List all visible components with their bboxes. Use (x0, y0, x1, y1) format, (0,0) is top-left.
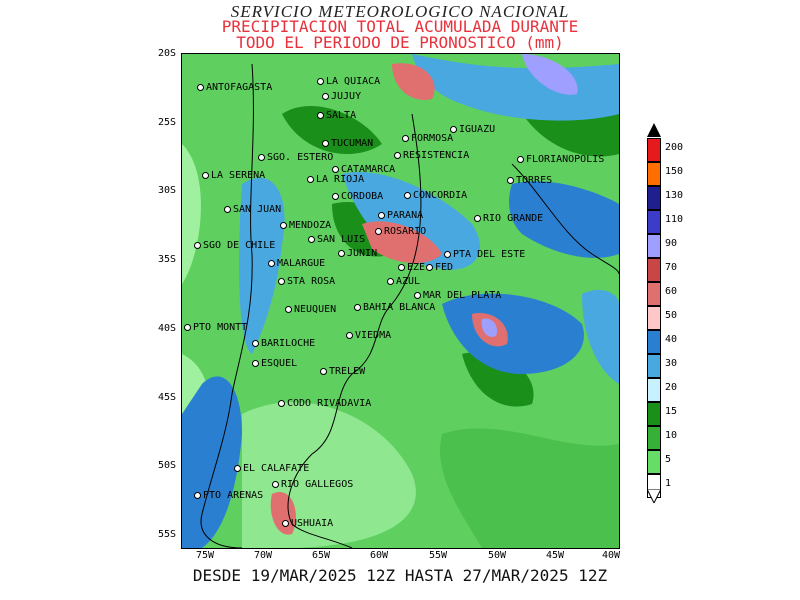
legend-swatch (647, 210, 661, 234)
legend-bottom-arrow (647, 489, 661, 503)
lat-label-55s: 55S (158, 529, 177, 540)
legend-label: 20 (665, 382, 678, 393)
lat-label-25s: 25S (158, 117, 177, 128)
legend-label: 5 (665, 454, 672, 465)
lat-label-50s: 50S (158, 460, 177, 471)
city-label: SGO DE CHILE (194, 240, 275, 251)
lat-label-35s: 35S (158, 254, 177, 265)
title-line2: PRECIPITACION TOTAL ACUMULADA DURANTE (221, 17, 579, 36)
city-label: JUJUY (322, 91, 361, 102)
legend-swatch (647, 258, 661, 282)
legend-label: 40 (665, 334, 678, 345)
city-label: PTA DEL ESTE (444, 249, 525, 260)
city-label: AZUL (387, 276, 420, 287)
legend-swatch (647, 138, 661, 162)
title-line3: TODO EL PERIODO DE PRONOSTICO (mm) (236, 33, 564, 52)
lon-label-65w: 65W (312, 550, 331, 561)
lon-label-45w: 45W (546, 550, 565, 561)
legend-label: 70 (665, 262, 678, 273)
city-label: PTO MONTT (184, 322, 247, 333)
lon-label-40w: 40W (602, 550, 621, 561)
city-label: SGO. ESTERO (258, 152, 333, 163)
city-label: MALARGUE (268, 258, 325, 269)
city-label: RESISTENCIA (394, 150, 469, 161)
city-label: SAN LUIS (308, 234, 365, 245)
city-label: CONCORDIA (404, 190, 467, 201)
lat-label-40s: 40S (158, 323, 177, 334)
city-label: RIO GALLEGOS (272, 479, 353, 490)
legend-top-arrow (647, 123, 661, 137)
legend-swatch (647, 330, 661, 354)
city-label: BARILOCHE (252, 338, 315, 349)
lat-label-45s: 45S (158, 392, 177, 403)
city-label: STA ROSA (278, 276, 335, 287)
legend-swatch (647, 378, 661, 402)
city-label: ANTOFAGASTA (197, 82, 272, 93)
legend-swatch (647, 354, 661, 378)
city-label: LA RIOJA (307, 174, 364, 185)
legend-swatch (647, 282, 661, 306)
legend-swatch (647, 234, 661, 258)
city-label: FLORIANOPOLIS (517, 154, 604, 165)
precipitation-map: LA QUIACA ANTOFAGASTA JUJUY SALTA IGUAZU… (181, 53, 620, 549)
legend-label: 1 (665, 478, 672, 489)
city-label: RIO GRANDE (474, 213, 543, 224)
city-label: SAN JUAN (224, 204, 281, 215)
precipitation-field (182, 54, 619, 548)
city-label: VIEDMA (346, 330, 391, 341)
city-label: MAR DEL PLATA (414, 290, 501, 301)
lon-label-50w: 50W (488, 550, 507, 561)
city-label: USHUAIA (282, 518, 333, 529)
legend-label: 10 (665, 430, 678, 441)
legend-label: 30 (665, 358, 678, 369)
legend-swatch (647, 450, 661, 474)
city-label: SALTA (317, 110, 356, 121)
legend-label: 15 (665, 406, 678, 417)
lon-label-60w: 60W (370, 550, 389, 561)
legend-label: 150 (665, 166, 684, 177)
city-label: ROSARIO (375, 226, 426, 237)
title-line1: SERVICIO METEOROLOGICO NACIONAL (230, 2, 570, 21)
city-label: MENDOZA (280, 220, 331, 231)
city-label: CODO RIVADAVIA (278, 398, 371, 409)
lat-label-20s: 20S (158, 48, 177, 59)
forecast-period: DESDE 19/MAR/2025 12Z HASTA 27/MAR/2025 … (192, 566, 608, 585)
legend-swatch (647, 162, 661, 186)
city-label: IGUAZU (450, 124, 495, 135)
city-label: PARANA (378, 210, 423, 221)
city-label: TRELEW (320, 366, 365, 377)
city-label: EL CALAFATE (234, 463, 309, 474)
legend-label: 200 (665, 142, 684, 153)
city-label: ESQUEL (252, 358, 297, 369)
legend-swatch (647, 426, 661, 450)
city-label: FORMOSA (402, 133, 453, 144)
legend-label: 60 (665, 286, 678, 297)
city-label: PTO ARENAS (194, 490, 263, 501)
city-label: LA QUIACA (317, 76, 380, 87)
lat-label-30s: 30S (158, 185, 177, 196)
city-label: TUCUMAN (322, 138, 373, 149)
lon-label-55w: 55W (429, 550, 448, 561)
legend-label: 50 (665, 310, 678, 321)
legend-label: 130 (665, 190, 684, 201)
city-label: EZE (398, 262, 425, 273)
city-label: NEUQUEN (285, 304, 336, 315)
legend-swatch (647, 186, 661, 210)
city-label: CORDOBA (332, 191, 383, 202)
legend-swatch (647, 306, 661, 330)
city-label: BAHIA BLANCA (354, 302, 435, 313)
lon-label-75w: 75W (196, 550, 215, 561)
city-label-plain: FED (426, 262, 453, 273)
lon-label-70w: 70W (254, 550, 273, 561)
legend-label: 90 (665, 238, 678, 249)
city-label: TORRES (507, 175, 552, 186)
city-label: JUNIN (338, 248, 377, 259)
city-label: LA SERENA (202, 170, 265, 181)
legend-swatch (647, 402, 661, 426)
legend-label: 110 (665, 214, 684, 225)
city-label: CATAMARCA (332, 164, 395, 175)
